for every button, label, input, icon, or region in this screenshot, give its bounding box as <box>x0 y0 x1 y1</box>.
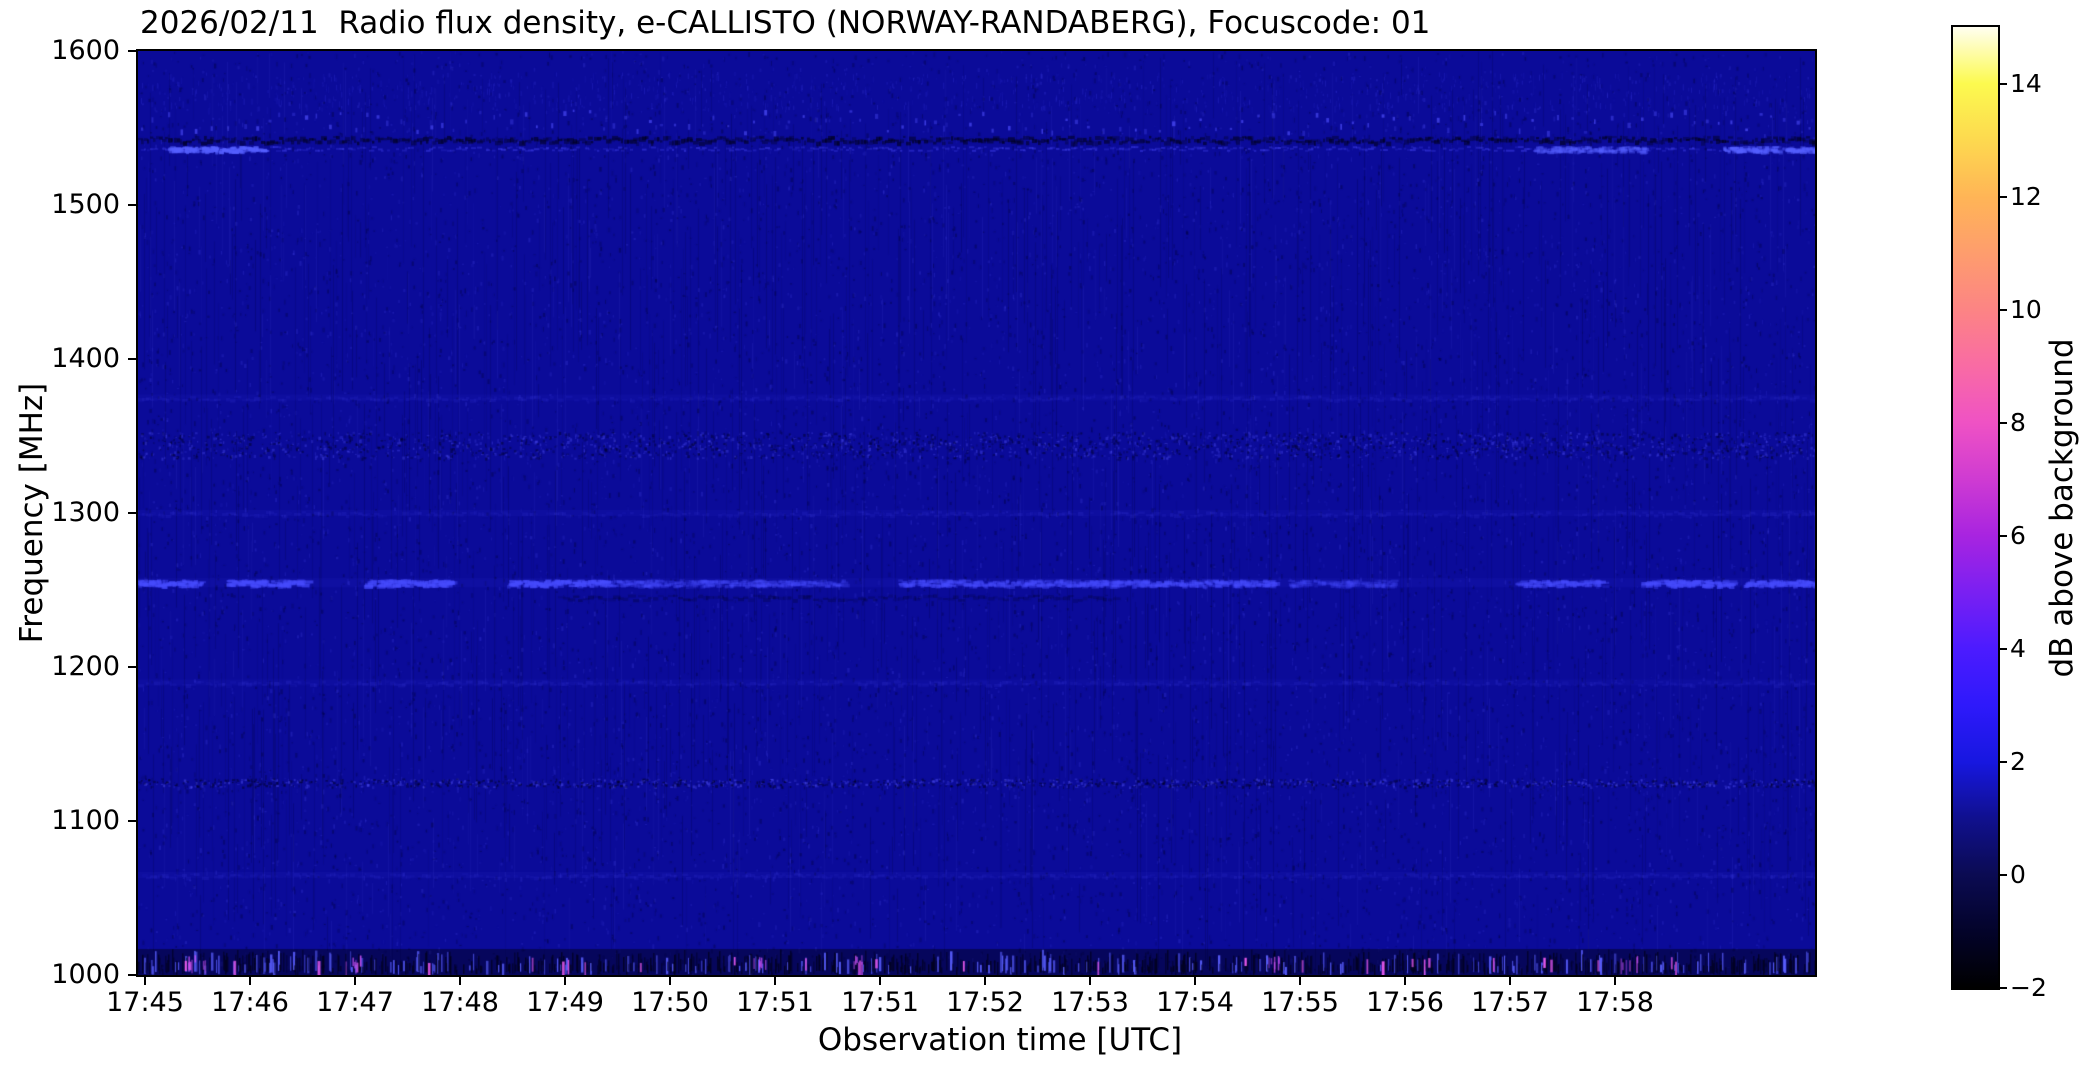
colorbar-tick-mark <box>2000 760 2007 763</box>
colorbar-tick-mark <box>2000 647 2007 650</box>
colorbar-tick-mark <box>2000 873 2007 876</box>
plot-area <box>136 49 1817 977</box>
y-tick-mark <box>128 358 136 360</box>
x-tick-mark <box>1089 977 1091 985</box>
x-tick-mark <box>774 977 776 985</box>
x-tick-mark <box>1404 977 1406 985</box>
colorbar-tick-mark <box>2000 82 2007 85</box>
x-tick-mark <box>1509 977 1511 985</box>
y-tick-label: 1000 <box>51 959 120 990</box>
x-tick-mark <box>669 977 671 985</box>
colorbar-tick-mark <box>2000 421 2007 424</box>
x-tick-label: 17:50 <box>631 987 709 1018</box>
x-tick-mark <box>1194 977 1196 985</box>
x-tick-mark <box>1614 977 1616 985</box>
colorbar-tick-mark <box>2000 195 2007 198</box>
x-tick-label: 17:47 <box>316 987 394 1018</box>
chart-title: 2026/02/11 Radio flux density, e-CALLIST… <box>140 5 1431 41</box>
colorbar-tick-mark <box>2000 308 2007 311</box>
y-tick-mark <box>128 50 136 52</box>
x-tick-label: 17:53 <box>1051 987 1129 1018</box>
colorbar-tick-label: 6 <box>2010 520 2026 550</box>
x-tick-label: 17:49 <box>526 987 604 1018</box>
colorbar-tick-mark <box>2000 987 2007 989</box>
x-tick-label: 17:51 <box>736 987 814 1018</box>
x-tick-label: 17:45 <box>106 987 184 1018</box>
colorbar-tick-label: 12 <box>2010 181 2042 211</box>
x-tick-label: 17:54 <box>1156 987 1234 1018</box>
colorbar <box>1951 25 2000 990</box>
x-tick-label: 17:57 <box>1471 987 1549 1018</box>
y-tick-mark <box>128 204 136 206</box>
x-tick-label: 17:56 <box>1366 987 1444 1018</box>
x-tick-label: 17:48 <box>421 987 499 1018</box>
colorbar-tick-label: 0 <box>2010 859 2026 889</box>
x-tick-mark <box>144 977 146 985</box>
colorbar-tick-label: 2 <box>2010 746 2026 776</box>
x-tick-mark <box>564 977 566 985</box>
y-tick-label: 1200 <box>51 651 120 682</box>
x-tick-label: 17:52 <box>946 987 1024 1018</box>
colorbar-tick-label: 8 <box>2010 407 2026 437</box>
colorbar-tick-label: 10 <box>2010 294 2042 324</box>
spectrogram-canvas <box>138 51 1815 975</box>
x-tick-mark <box>459 977 461 985</box>
colorbar-tick-mark <box>2000 534 2007 537</box>
x-tick-mark <box>249 977 251 985</box>
x-tick-label: 17:58 <box>1576 987 1654 1018</box>
x-tick-label: 17:46 <box>211 987 289 1018</box>
y-tick-mark <box>128 974 136 976</box>
x-axis-label: Observation time [UTC] <box>817 1022 1183 1058</box>
colorbar-tick-label: 14 <box>2010 68 2042 98</box>
x-tick-label: 17:55 <box>1261 987 1339 1018</box>
y-tick-label: 1400 <box>51 343 120 374</box>
x-tick-mark <box>354 977 356 985</box>
x-tick-label: 17:51 <box>841 987 919 1018</box>
y-tick-label: 1100 <box>51 805 120 836</box>
y-tick-label: 1500 <box>51 189 120 220</box>
x-tick-mark <box>984 977 986 985</box>
y-tick-mark <box>128 666 136 668</box>
x-tick-mark <box>1299 977 1301 985</box>
colorbar-gradient <box>1953 27 1998 988</box>
y-tick-label: 1300 <box>51 497 120 528</box>
x-tick-mark <box>879 977 881 985</box>
y-tick-label: 1600 <box>51 35 120 66</box>
colorbar-tick-label: −2 <box>2010 973 2047 1002</box>
colorbar-tick-label: 4 <box>2010 633 2026 663</box>
y-tick-mark <box>128 820 136 822</box>
y-tick-mark <box>128 512 136 514</box>
